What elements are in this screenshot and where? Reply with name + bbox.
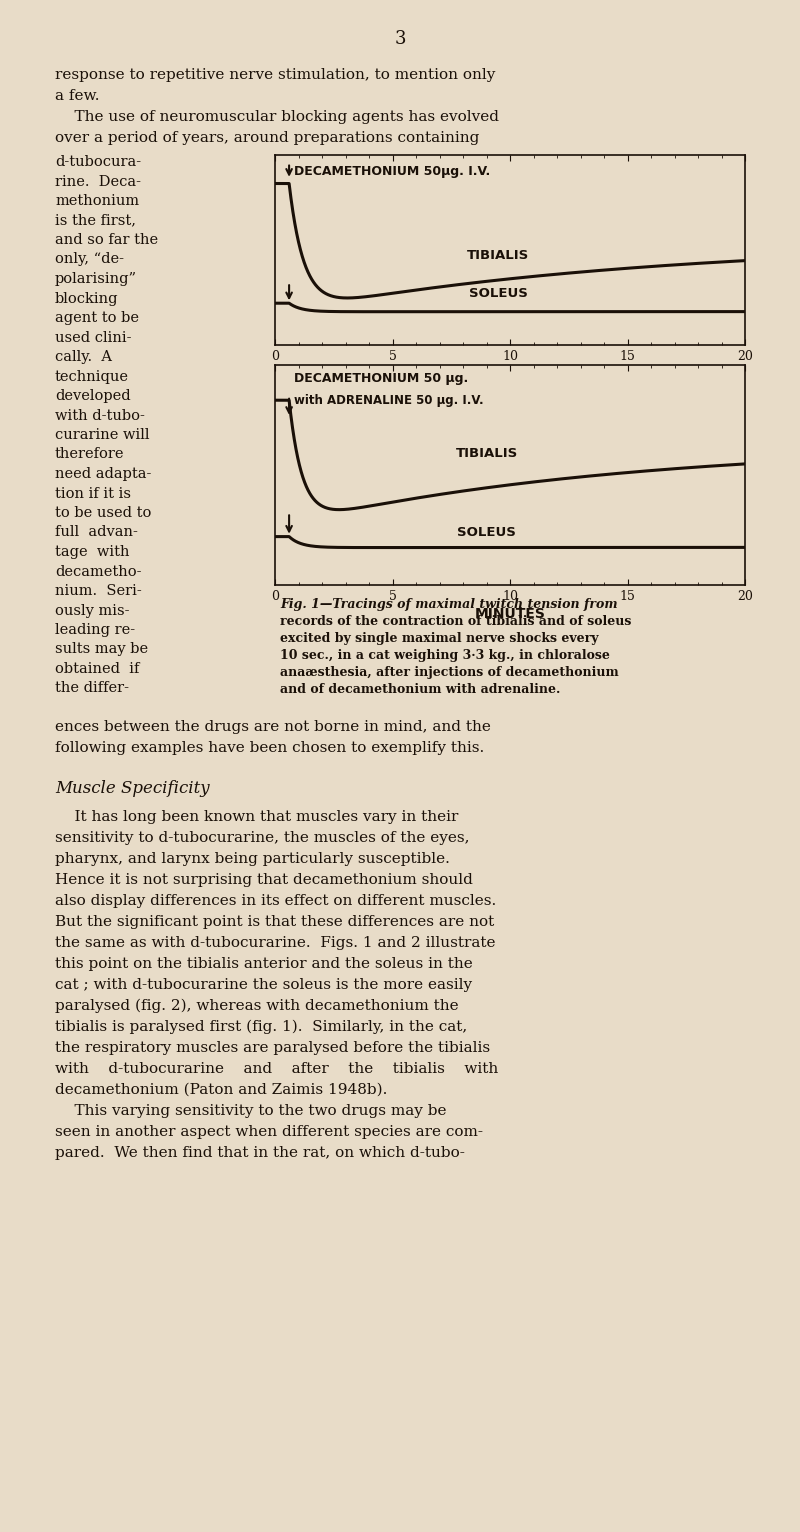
Text: DECAMETHONIUM 50 μg.: DECAMETHONIUM 50 μg. [294, 372, 468, 385]
Text: full  advan-: full advan- [55, 525, 138, 539]
Text: and of decamethonium with adrenaline.: and of decamethonium with adrenaline. [280, 683, 560, 696]
Text: SOLEUS: SOLEUS [457, 525, 516, 539]
Text: But the significant point is that these differences are not: But the significant point is that these … [55, 915, 494, 928]
Text: curarine will: curarine will [55, 427, 150, 443]
Text: ences between the drugs are not borne in mind, and the: ences between the drugs are not borne in… [55, 720, 491, 734]
Text: records of the contraction of tibialis and of soleus: records of the contraction of tibialis a… [280, 614, 631, 628]
Text: 10 sec., in a cat weighing 3·3 kg., in chloralose: 10 sec., in a cat weighing 3·3 kg., in c… [280, 650, 610, 662]
Text: need adapta-: need adapta- [55, 467, 151, 481]
Text: Fig. 1—Tracings of maximal twitch tension from: Fig. 1—Tracings of maximal twitch tensio… [280, 597, 618, 611]
Text: DECAMETHONIUM 50μg. I.V.: DECAMETHONIUM 50μg. I.V. [294, 164, 490, 178]
Text: cally.  A: cally. A [55, 349, 112, 365]
Text: ously mis-: ously mis- [55, 604, 130, 617]
Text: the differ-: the differ- [55, 682, 129, 696]
Text: It has long been known that muscles vary in their: It has long been known that muscles vary… [55, 810, 458, 824]
Text: 3: 3 [394, 31, 406, 47]
Text: this point on the tibialis anterior and the soleus in the: this point on the tibialis anterior and … [55, 958, 473, 971]
Text: nium.  Seri-: nium. Seri- [55, 584, 142, 597]
Text: developed: developed [55, 389, 130, 403]
Text: cat ; with d-tubocurarine the soleus is the more easily: cat ; with d-tubocurarine the soleus is … [55, 977, 472, 993]
Text: tion if it is: tion if it is [55, 487, 131, 501]
Text: and so far the: and so far the [55, 233, 158, 247]
Text: rine.  Deca-: rine. Deca- [55, 175, 141, 188]
Text: the respiratory muscles are paralysed before the tibialis: the respiratory muscles are paralysed be… [55, 1042, 490, 1056]
Text: with ADRENALINE 50 μg. I.V.: with ADRENALINE 50 μg. I.V. [294, 394, 483, 406]
Text: paralysed (fig. 2), whereas with decamethonium the: paralysed (fig. 2), whereas with decamet… [55, 999, 458, 1013]
Text: Muscle Specificity: Muscle Specificity [55, 780, 210, 797]
Text: also display differences in its effect on different muscles.: also display differences in its effect o… [55, 895, 496, 908]
Text: therefore: therefore [55, 447, 125, 461]
Text: is the first,: is the first, [55, 213, 136, 227]
Text: only, “de-: only, “de- [55, 253, 124, 267]
Text: obtained  if: obtained if [55, 662, 139, 676]
Text: seen in another aspect when different species are com-: seen in another aspect when different sp… [55, 1124, 483, 1138]
Text: polarising”: polarising” [55, 273, 137, 286]
Text: This varying sensitivity to the two drugs may be: This varying sensitivity to the two drug… [55, 1105, 446, 1118]
Text: sensitivity to d-tubocurarine, the muscles of the eyes,: sensitivity to d-tubocurarine, the muscl… [55, 830, 470, 846]
Text: Hence it is not surprising that decamethonium should: Hence it is not surprising that decameth… [55, 873, 473, 887]
Text: with d-tubo-: with d-tubo- [55, 409, 145, 423]
Text: decametho-: decametho- [55, 564, 142, 579]
Text: excited by single maximal nerve shocks every: excited by single maximal nerve shocks e… [280, 633, 598, 645]
Text: sults may be: sults may be [55, 642, 148, 657]
Text: The use of neuromuscular blocking agents has evolved: The use of neuromuscular blocking agents… [55, 110, 499, 124]
Text: technique: technique [55, 369, 129, 383]
Text: tibialis is paralysed first (fig. 1).  Similarly, in the cat,: tibialis is paralysed first (fig. 1). Si… [55, 1020, 467, 1034]
Text: pharynx, and larynx being particularly susceptible.: pharynx, and larynx being particularly s… [55, 852, 450, 866]
Text: blocking: blocking [55, 291, 118, 305]
Text: pared.  We then find that in the rat, on which d-tubo-: pared. We then find that in the rat, on … [55, 1146, 465, 1160]
Text: d-tubocura-: d-tubocura- [55, 155, 141, 169]
Text: with    d-tubocurarine    and    after    the    tibialis    with: with d-tubocurarine and after the tibial… [55, 1062, 498, 1075]
Text: a few.: a few. [55, 89, 99, 103]
Text: agent to be: agent to be [55, 311, 139, 325]
Text: the same as with d-tubocurarine.  Figs. 1 and 2 illustrate: the same as with d-tubocurarine. Figs. 1… [55, 936, 495, 950]
Text: decamethonium (Paton and Zaimis 1948b).: decamethonium (Paton and Zaimis 1948b). [55, 1083, 387, 1097]
Text: to be used to: to be used to [55, 506, 151, 519]
Text: tage  with: tage with [55, 545, 130, 559]
Text: TIBIALIS: TIBIALIS [467, 250, 530, 262]
Text: methonium: methonium [55, 195, 139, 208]
Text: following examples have been chosen to exemplify this.: following examples have been chosen to e… [55, 741, 484, 755]
X-axis label: MINUTES: MINUTES [474, 607, 546, 620]
Text: response to repetitive nerve stimulation, to mention only: response to repetitive nerve stimulation… [55, 67, 495, 83]
Text: TIBIALIS: TIBIALIS [455, 446, 518, 460]
Text: anaæsthesia, after injections of decamethonium: anaæsthesia, after injections of decamet… [280, 666, 618, 679]
Text: used clini-: used clini- [55, 331, 131, 345]
Text: over a period of years, around preparations containing: over a period of years, around preparati… [55, 132, 479, 146]
Text: SOLEUS: SOLEUS [469, 286, 528, 300]
Text: leading re-: leading re- [55, 624, 135, 637]
